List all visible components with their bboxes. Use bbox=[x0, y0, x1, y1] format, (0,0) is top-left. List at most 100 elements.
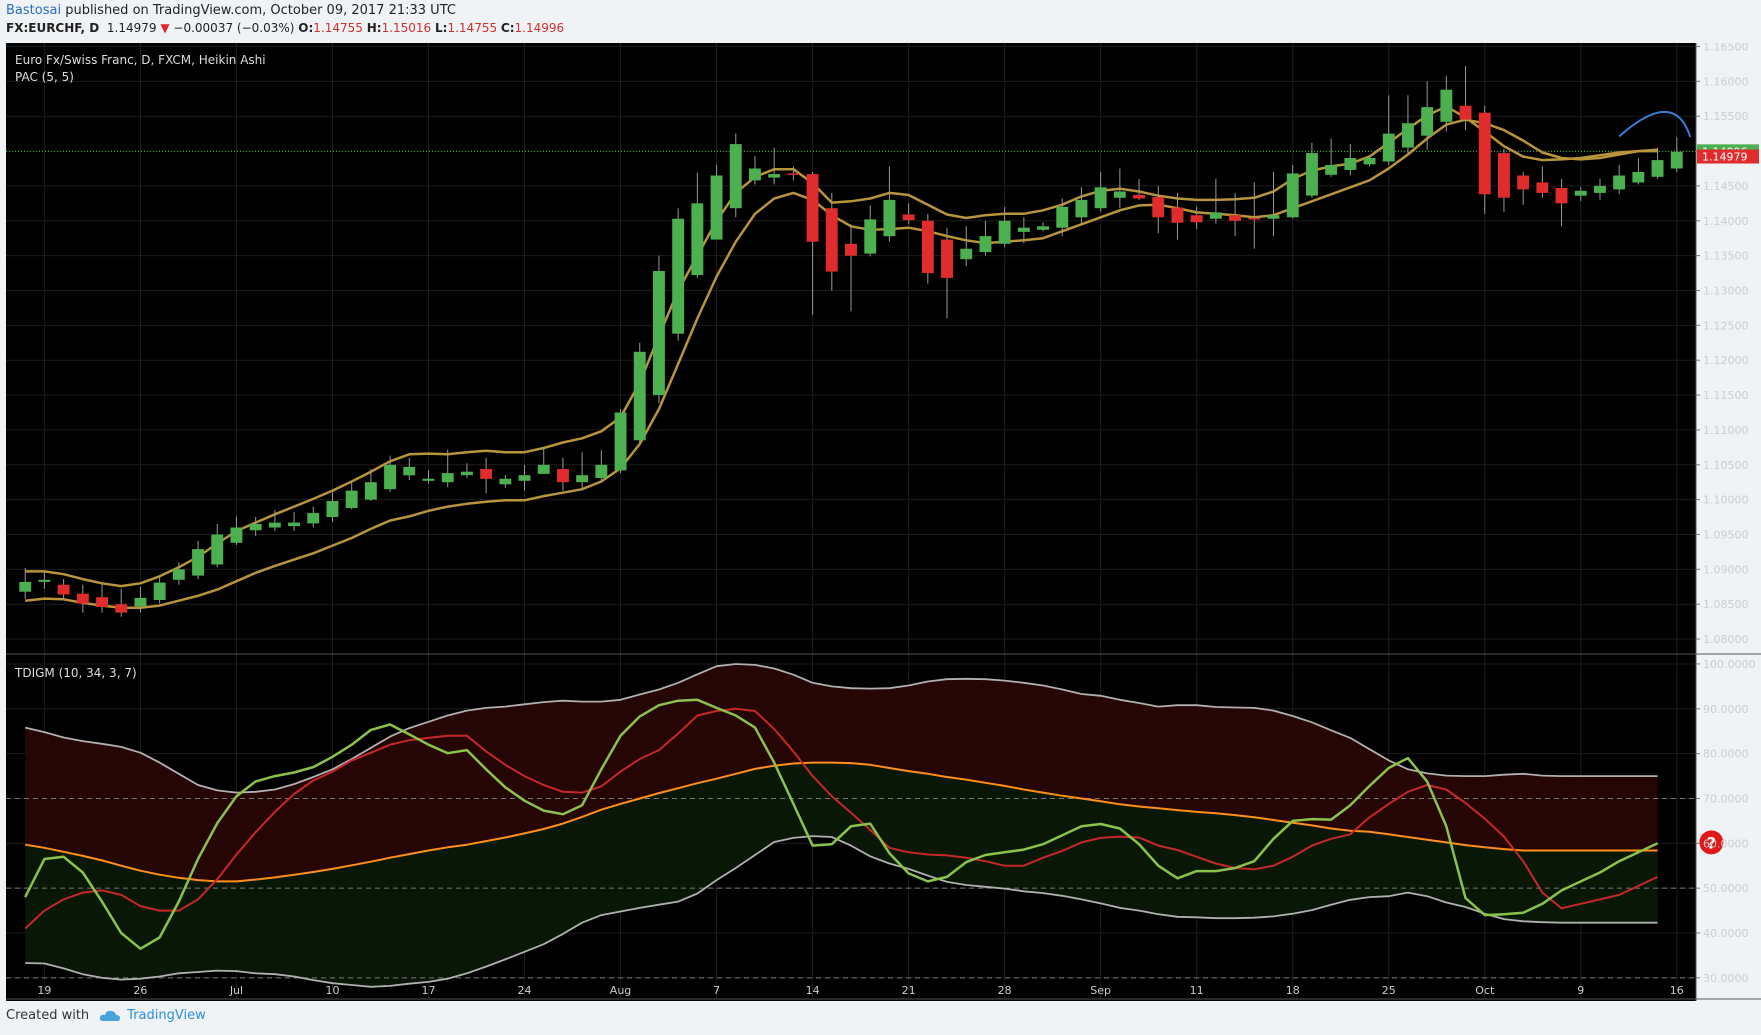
symbol-ohlc-line: FX:EURCHF, D 1.14979 ▼ −0.00037 (−0.03%)… bbox=[6, 21, 564, 35]
high-value: 1.15016 bbox=[381, 21, 432, 35]
tdigm-indicator-label: TDIGM (10, 34, 3, 7) bbox=[14, 666, 137, 680]
price-axis-label: 1.13500 bbox=[1703, 250, 1749, 263]
last-price: 1.14979 bbox=[106, 21, 157, 35]
candle-body bbox=[96, 597, 108, 607]
price-axis-label: 1.11000 bbox=[1703, 424, 1749, 437]
price-pane-title: Euro Fx/Swiss Franc, D, FXCM, Heikin Ash… bbox=[15, 53, 266, 67]
rsi-price-line bbox=[24, 698, 1659, 950]
candle-body bbox=[422, 478, 435, 481]
osc-axis-label: 80.0000 bbox=[1703, 748, 1749, 761]
signal-line bbox=[24, 707, 1659, 930]
time-axis-label: Oct bbox=[1475, 984, 1495, 997]
price-axis-label: 1.10500 bbox=[1703, 459, 1749, 472]
tradingview-link[interactable]: TradingView bbox=[127, 1008, 206, 1023]
time-axis-label: Jul bbox=[229, 984, 243, 997]
candle-body bbox=[749, 168, 761, 181]
candle-body bbox=[1478, 112, 1491, 195]
candle-body bbox=[1402, 123, 1414, 148]
candle-body bbox=[1613, 175, 1626, 190]
candle-body bbox=[307, 512, 320, 524]
low-label: L: bbox=[435, 21, 448, 35]
candle-body bbox=[729, 144, 742, 209]
price-axis-label: 1.08000 bbox=[1703, 633, 1749, 646]
pac-indicator-label: PAC (5, 5) bbox=[15, 70, 74, 84]
candle-body bbox=[633, 351, 646, 441]
candle-body bbox=[1037, 226, 1049, 230]
time-axis-label: Sep bbox=[1090, 984, 1111, 997]
price-axis-label: 1.14000 bbox=[1703, 215, 1749, 228]
osc-axis-label: 60.0000 bbox=[1703, 837, 1749, 850]
candle-body bbox=[1440, 89, 1453, 122]
candle-body bbox=[172, 569, 185, 580]
osc-axis-label: 70.0000 bbox=[1703, 792, 1749, 805]
candle-body bbox=[480, 469, 493, 479]
author-link[interactable]: Bastosai bbox=[6, 3, 62, 18]
candle-body bbox=[211, 534, 224, 565]
candle-body bbox=[537, 464, 550, 474]
candle-body bbox=[806, 174, 819, 242]
candle-body bbox=[1421, 107, 1434, 136]
candle-body bbox=[153, 582, 166, 600]
band-lower-line bbox=[25, 835, 1658, 988]
candle-body bbox=[941, 239, 953, 278]
candle-body bbox=[1190, 215, 1203, 223]
osc-axis-label: 90.0000 bbox=[1703, 703, 1749, 716]
time-axis-label: 16 bbox=[1670, 984, 1684, 997]
candle-body bbox=[499, 478, 512, 485]
chart-canvas[interactable]: ? 1.165001.160001.155001.150001.145001.1… bbox=[0, 43, 1761, 1001]
oscillator-pane[interactable]: ? bbox=[6, 663, 1724, 988]
high-label: H: bbox=[366, 21, 382, 35]
symbol-label: FX:EURCHF, D bbox=[6, 21, 100, 35]
candle-body bbox=[691, 203, 704, 276]
candle-body bbox=[1094, 187, 1107, 209]
time-axis-label: 17 bbox=[422, 984, 436, 997]
drawn-arc bbox=[1618, 111, 1692, 138]
midline bbox=[25, 761, 1658, 883]
time-axis-label: 21 bbox=[902, 984, 916, 997]
candle-body bbox=[1536, 182, 1549, 193]
candle-body bbox=[1133, 195, 1145, 199]
candle-body bbox=[787, 173, 800, 175]
time-axis-label: 28 bbox=[998, 984, 1012, 997]
axes: 1.165001.160001.155001.150001.145001.140… bbox=[37, 43, 1759, 997]
candle-body bbox=[902, 214, 915, 221]
candle-body bbox=[192, 549, 204, 576]
candle-body bbox=[576, 475, 589, 483]
time-axis-label: 25 bbox=[1382, 984, 1396, 997]
close-label: C: bbox=[500, 21, 515, 35]
open-value: 1.14755 bbox=[313, 21, 363, 35]
osc-axis-label: 50.0000 bbox=[1703, 882, 1749, 895]
price-axis-label: 1.15500 bbox=[1703, 110, 1749, 123]
time-axis-label: 10 bbox=[325, 984, 339, 997]
publish-info: Bastosai published on TradingView.com, O… bbox=[6, 3, 456, 18]
candle-body bbox=[883, 199, 896, 237]
low-value: 1.14755 bbox=[447, 21, 498, 35]
candle-body bbox=[1459, 105, 1472, 120]
candle-body bbox=[57, 584, 70, 595]
candle-body bbox=[1670, 151, 1683, 169]
candle-body bbox=[672, 218, 685, 334]
candle-body bbox=[1171, 207, 1184, 223]
time-axis-label: 14 bbox=[806, 984, 820, 997]
time-axis-label: 19 bbox=[37, 984, 51, 997]
time-axis-label: 24 bbox=[518, 984, 532, 997]
price-axis-label: 1.11500 bbox=[1703, 389, 1749, 402]
lower-band-fill bbox=[25, 762, 1658, 987]
down-arrow-icon: ▼ bbox=[160, 21, 170, 35]
candle-body bbox=[1632, 172, 1645, 183]
osc-axis-label: 100.0000 bbox=[1703, 658, 1756, 671]
price-change: −0.00037 (−0.03%) bbox=[173, 21, 295, 35]
candle-body bbox=[864, 219, 877, 254]
candle-body bbox=[518, 475, 531, 481]
pac-lower-line bbox=[25, 118, 1658, 609]
price-pane[interactable] bbox=[6, 66, 1696, 617]
time-axis-label: Aug bbox=[610, 984, 631, 997]
open-label: O: bbox=[298, 21, 314, 35]
candle-body bbox=[268, 522, 281, 528]
candle-body bbox=[998, 220, 1011, 244]
price-axis-label: 1.12500 bbox=[1703, 319, 1749, 332]
candle-body bbox=[441, 473, 454, 483]
question-badge bbox=[1699, 830, 1724, 855]
candle-body bbox=[1286, 173, 1299, 218]
time-axis-label: 9 bbox=[1577, 984, 1584, 997]
